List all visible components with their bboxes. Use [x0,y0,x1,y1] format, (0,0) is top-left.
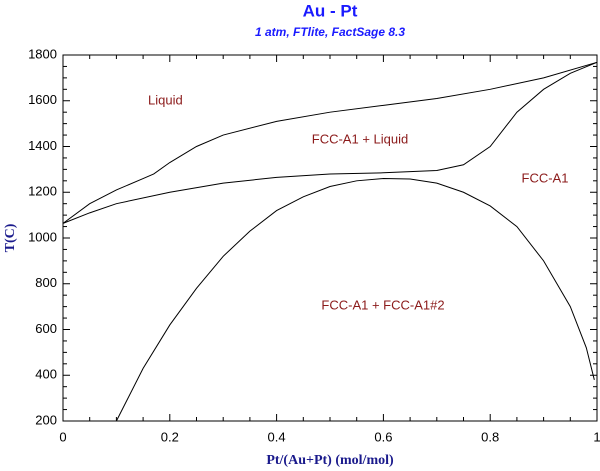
region-label: FCC-A1 [522,170,569,185]
x-tick-label: 0 [59,429,66,444]
y-axis-label: T(C) [3,223,18,252]
phase-boundary [115,178,595,422]
y-tick-label: 1200 [28,184,57,199]
chart-title: Au - Pt [303,1,358,20]
region-label: FCC-A1 + Liquid [312,131,408,146]
y-tick-label: 200 [35,412,57,427]
x-tick-label: 1 [593,429,600,444]
region-label: Liquid [148,92,183,107]
y-tick-label: 1000 [28,229,57,244]
plot-frame [62,54,598,422]
phase-boundary [62,61,598,224]
y-tick-label: 1400 [28,138,57,153]
y-tick-label: 800 [35,275,57,290]
y-tick-label: 400 [35,367,57,382]
x-tick-label: 0.6 [374,429,392,444]
y-tick-label: 1600 [28,92,57,107]
phase-boundary [62,61,598,224]
x-axis-label: Pt/(Au+Pt) (mol/mol) [266,453,394,468]
y-tick-label: 600 [35,321,57,336]
x-tick-label: 0.8 [481,429,499,444]
y-tick-label: 1800 [28,46,57,61]
chart-subtitle: 1 atm, FTlite, FactSage 8.3 [255,25,405,39]
region-label: FCC-A1 + FCC-A1#2 [321,297,444,312]
x-tick-label: 0.4 [268,429,286,444]
x-tick-label: 0.2 [161,429,179,444]
